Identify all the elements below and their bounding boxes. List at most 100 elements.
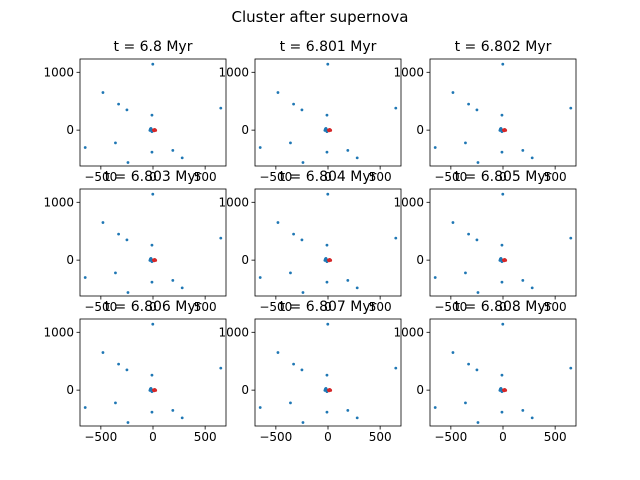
y-tick-label: 1000 — [393, 325, 424, 339]
y-tick-label: 0 — [66, 253, 74, 267]
star-point — [151, 62, 155, 66]
star-point — [258, 146, 262, 149]
star-point — [219, 236, 223, 240]
panel-title: t = 6.808 Myr — [455, 299, 552, 315]
x-tick-label: 0 — [499, 170, 507, 184]
x-tick-label: −500 — [259, 300, 292, 314]
x-tick-label: −500 — [434, 300, 467, 314]
star-point — [521, 408, 525, 412]
panel-3: t = 6.802 Myr −500 0 500 0 1000 — [393, 39, 577, 184]
star-point — [467, 362, 470, 366]
star-point — [150, 243, 154, 247]
star-point — [180, 286, 184, 290]
star-point — [126, 291, 130, 294]
star-point — [219, 366, 223, 370]
star-point — [150, 150, 154, 154]
star-point — [569, 236, 573, 240]
x-tick-label: 500 — [544, 300, 567, 314]
x-tick-label: 0 — [499, 300, 507, 314]
x-tick-label: 500 — [544, 430, 567, 444]
star-point — [301, 291, 305, 294]
star-point — [301, 421, 305, 424]
star-point — [117, 102, 120, 106]
star-point — [530, 156, 534, 160]
star-point — [500, 373, 504, 377]
supernova-point — [503, 388, 507, 392]
star-point — [451, 221, 455, 224]
star-point — [521, 278, 525, 282]
star-point — [346, 148, 350, 152]
star-point — [125, 108, 129, 112]
star-point — [289, 271, 292, 275]
x-tick-label: −500 — [84, 430, 117, 444]
star-point — [276, 351, 280, 354]
x-tick-label: −500 — [259, 170, 292, 184]
y-tick-label: 1000 — [43, 195, 74, 209]
star-point — [451, 351, 455, 354]
y-tick-label: 0 — [416, 383, 424, 397]
y-tick-label: 0 — [416, 123, 424, 137]
x-tick-label: 500 — [194, 170, 217, 184]
star-point — [521, 148, 525, 152]
star-point — [499, 127, 503, 130]
star-point — [258, 276, 262, 279]
star-point — [499, 257, 503, 260]
panel-title: t = 6.801 Myr — [280, 39, 377, 55]
star-point — [394, 236, 398, 240]
star-point — [219, 106, 223, 110]
x-tick-label: 500 — [194, 430, 217, 444]
star-point — [433, 276, 437, 279]
y-tick-label: 1000 — [218, 195, 249, 209]
star-point — [394, 366, 398, 370]
supernova-point — [328, 388, 332, 392]
star-point — [346, 278, 350, 282]
star-point — [464, 141, 467, 145]
y-tick-label: 0 — [241, 123, 249, 137]
star-point — [476, 291, 480, 294]
supernova-point — [328, 258, 332, 262]
panel-9: t = 6.808 Myr−500 0 500 0 1000 — [393, 299, 577, 444]
star-point — [101, 91, 105, 94]
star-point — [500, 410, 504, 414]
star-point — [101, 221, 105, 224]
star-point — [433, 146, 437, 149]
star-point — [171, 408, 175, 412]
panel-title: t = 6.807 Myr — [280, 299, 377, 315]
star-point — [500, 150, 504, 154]
y-tick-label: 0 — [241, 383, 249, 397]
star-point — [569, 106, 573, 110]
star-point — [300, 108, 304, 112]
star-point — [324, 387, 328, 390]
star-point — [355, 416, 359, 420]
panel-title: t = 6.806 Myr — [105, 299, 202, 315]
star-point — [394, 106, 398, 110]
star-point — [150, 280, 154, 284]
panel-1: t = 6.8 Myr −500 0 500 0 1000 — [43, 39, 227, 184]
star-point — [475, 368, 479, 372]
supernova-point — [328, 128, 332, 132]
star-point — [325, 410, 329, 414]
star-point — [289, 141, 292, 145]
star-point — [325, 243, 329, 247]
panels: t = 6.8 Myr −500 0 500 0 1000 t = 6.801 Myr −50… — [43, 39, 577, 444]
star-point — [150, 410, 154, 414]
star-point — [149, 387, 153, 390]
panel-title: t = 6.802 Myr — [455, 39, 552, 55]
star-point — [150, 373, 154, 377]
star-point — [464, 271, 467, 275]
star-point — [126, 421, 130, 424]
star-point — [276, 221, 280, 224]
star-point — [292, 362, 295, 366]
x-tick-label: 500 — [544, 170, 567, 184]
star-point — [151, 192, 155, 196]
star-point — [117, 362, 120, 366]
star-point — [325, 113, 329, 117]
star-point — [289, 401, 292, 405]
star-point — [258, 406, 262, 409]
star-point — [346, 408, 350, 412]
star-point — [83, 406, 87, 409]
